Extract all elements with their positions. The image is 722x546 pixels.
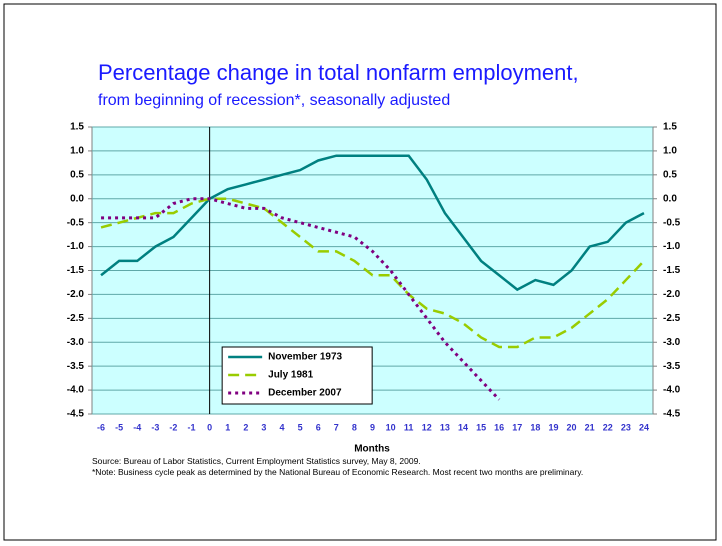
y-tick-label: 0.5 xyxy=(70,169,84,180)
x-tick-label: 5 xyxy=(298,422,303,432)
series-line xyxy=(100,154,645,292)
x-tick-label: 4 xyxy=(280,422,285,432)
footnote: *Note: Business cycle peak as determined… xyxy=(92,467,584,477)
x-tick-label: -3 xyxy=(151,422,159,432)
y-tick-label: -2.0 xyxy=(67,289,85,300)
x-tick-label: -5 xyxy=(115,422,123,432)
legend-label: July 1981 xyxy=(268,370,313,381)
series-line xyxy=(100,197,645,349)
x-tick-label: 3 xyxy=(261,422,266,432)
y2-tick-label: 0.5 xyxy=(663,169,677,180)
legend: November 1973 July 1981 December 2007 xyxy=(221,346,373,405)
x-tick-label: 0 xyxy=(207,422,212,432)
x-tick-label: 10 xyxy=(386,422,396,432)
y2-tick-label: 0.0 xyxy=(663,193,677,204)
x-tick-label: 21 xyxy=(585,422,595,432)
y2-tick-label: -2.5 xyxy=(663,313,681,324)
x-tick-label: 17 xyxy=(512,422,522,432)
y2-tick-label: -4.5 xyxy=(663,409,681,420)
x-tick-label: 14 xyxy=(458,422,468,432)
x-tick-label: 7 xyxy=(334,422,339,432)
x-tick-label: 6 xyxy=(316,422,321,432)
x-tick-label: 11 xyxy=(404,422,414,432)
x-tick-label: 24 xyxy=(639,422,649,432)
x-tick-label: 20 xyxy=(567,422,577,432)
chart-title: Percentage change in total nonfarm emplo… xyxy=(98,60,579,85)
y-tick-label: 1.5 xyxy=(70,122,84,133)
x-axis-label: Months xyxy=(354,444,390,455)
y-tick-label: -4.5 xyxy=(67,409,85,420)
x-tick-label: 12 xyxy=(422,422,432,432)
x-tick-label: 9 xyxy=(370,422,375,432)
y-tick-label: -0.5 xyxy=(67,217,85,228)
y-tick-label: -2.5 xyxy=(67,313,85,324)
x-tick-label: -4 xyxy=(133,422,141,432)
x-tick-label: 1 xyxy=(225,422,230,432)
y-tick-label: -3.0 xyxy=(67,337,85,348)
legend-label: November 1973 xyxy=(268,352,342,363)
x-tick-label: 18 xyxy=(530,422,540,432)
y2-tick-label: -1.0 xyxy=(663,241,681,252)
y2-tick-label: -4.0 xyxy=(663,385,681,396)
y2-tick-label: -3.0 xyxy=(663,337,681,348)
y-tick-label: -1.0 xyxy=(67,241,85,252)
y2-tick-label: -1.5 xyxy=(663,265,681,276)
y-tick-label: -3.5 xyxy=(67,361,85,372)
x-tick-label: -6 xyxy=(97,422,105,432)
legend-label: December 2007 xyxy=(268,388,342,399)
x-tick-label: 22 xyxy=(603,422,613,432)
notes: Source: Bureau of Labor Statistics, Curr… xyxy=(92,456,692,478)
y-tick-label: -4.0 xyxy=(67,385,85,396)
source-note: Source: Bureau of Labor Statistics, Curr… xyxy=(92,456,421,466)
x-tick-label: 13 xyxy=(440,422,450,432)
y2-tick-label: 1.0 xyxy=(663,146,677,157)
y-tick-label: 1.0 xyxy=(70,146,84,157)
y-tick-label: -1.5 xyxy=(67,265,85,276)
x-tick-label: -1 xyxy=(188,422,196,432)
y2-tick-label: -0.5 xyxy=(663,217,681,228)
y2-tick-label: -2.0 xyxy=(663,289,681,300)
y2-tick-label: -3.5 xyxy=(663,361,681,372)
x-tick-label: 19 xyxy=(548,422,558,432)
x-tick-label: 8 xyxy=(352,422,357,432)
x-tick-label: 23 xyxy=(621,422,631,432)
x-tick-label: 2 xyxy=(243,422,248,432)
y2-tick-label: 1.5 xyxy=(663,122,677,133)
x-tick-label: -2 xyxy=(169,422,177,432)
x-tick-label: 15 xyxy=(476,422,486,432)
y-tick-label: 0.0 xyxy=(70,193,84,204)
chart-subtitle: from beginning of recession*, seasonally… xyxy=(98,92,450,109)
x-tick-label: 16 xyxy=(494,422,504,432)
